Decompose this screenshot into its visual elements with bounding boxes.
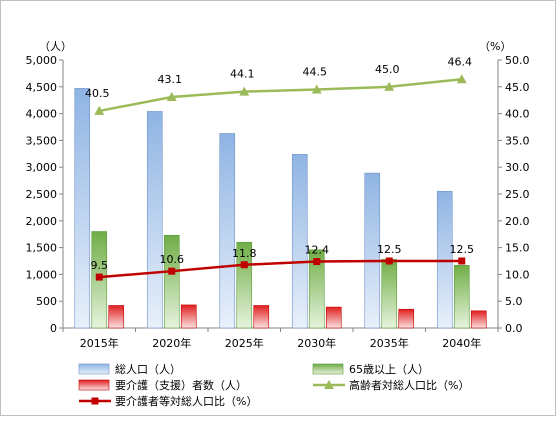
legend-swatch [312, 363, 344, 375]
left-tick-label: 4,000 [26, 108, 58, 121]
right-tick-label: 20.0 [505, 215, 530, 228]
line-marker-triangle [384, 81, 395, 91]
right-tick-label: 15.0 [505, 242, 530, 255]
left-axis-unit: （人） [39, 40, 72, 53]
line-marker-triangle [456, 74, 467, 84]
right-tick-label: 5.0 [505, 295, 523, 308]
legend-label: 要介護（支援）者数（人） [115, 378, 247, 392]
bar-0 [74, 88, 91, 329]
x-tick-label: 2020年 [152, 336, 191, 350]
line-marker-square [95, 273, 103, 281]
line-marker-triangle [311, 84, 322, 94]
right-tick-label: 10.0 [505, 268, 530, 281]
axes: （人） （%） 0 500 1,000 1,500 2,000 2,500 3,000 3,500… [26, 40, 530, 350]
right-tick-label: 30.0 [505, 161, 530, 174]
legend-swatch [78, 363, 110, 375]
data-label: 12.4 [305, 244, 330, 257]
bar-1 [308, 249, 325, 329]
left-tick-label: 3,500 [26, 134, 58, 147]
data-label: 10.6 [160, 253, 185, 266]
bar-0 [436, 191, 453, 329]
bar-0 [291, 154, 308, 329]
left-tick-label: 0 [50, 322, 57, 335]
right-tick-label: 50.0 [505, 54, 530, 67]
bar-0 [364, 172, 381, 329]
legend-marker-triangle [324, 380, 334, 389]
bar-1 [453, 264, 470, 329]
x-tick-label: 2030年 [297, 336, 336, 350]
left-tick-label: 2,500 [26, 188, 58, 201]
x-tick-label: 2015年 [80, 336, 119, 350]
left-tick-label: 1,500 [26, 242, 58, 255]
right-tick-label: 40.0 [505, 108, 530, 121]
data-label: 46.4 [448, 55, 473, 68]
line-series-0 [99, 78, 462, 113]
line-marker-triangle [239, 86, 250, 96]
legend-marker-square [91, 397, 99, 405]
left-tick-label: 5,000 [26, 54, 58, 67]
data-label: 11.8 [232, 247, 257, 260]
data-label: 9.5 [91, 259, 109, 272]
x-tick-label: 2035年 [370, 336, 409, 350]
left-tick-label: 500 [36, 295, 57, 308]
left-tick-label: 1,000 [26, 268, 58, 281]
legend-label: 65歳以上（人） [349, 363, 429, 376]
data-label: 12.5 [377, 243, 402, 256]
data-label: 44.1 [230, 68, 255, 81]
line-marker-square [458, 257, 466, 265]
bar-1 [163, 234, 180, 329]
bar-2 [253, 305, 270, 329]
bar-0 [219, 133, 236, 329]
data-labels: 40.5 43.1 44.1 44.5 45.0 46.4 9.5 10.6 11.8 12.4 1… [85, 55, 474, 272]
right-tick-label: 25.0 [505, 188, 530, 201]
left-tick-label: 4,500 [26, 81, 58, 94]
data-label: 44.5 [303, 65, 328, 78]
line-marker-square [385, 257, 393, 265]
legend-label: 総人口（人） [115, 362, 181, 376]
data-label: 45.0 [375, 63, 400, 76]
data-label: 43.1 [158, 73, 183, 86]
bar-2 [108, 305, 125, 329]
right-tick-label: 45.0 [505, 81, 530, 94]
bar-2 [180, 304, 197, 329]
right-tick-label: 0.0 [505, 322, 523, 335]
bar-2 [398, 308, 415, 329]
left-tick-label: 3,000 [26, 161, 58, 174]
right-tick-label: 35.0 [505, 134, 530, 147]
line-marker-square [168, 267, 176, 275]
right-axis-unit: （%） [479, 40, 511, 53]
bars [74, 88, 487, 329]
legend-label: 高齢者対総人口比（%） [349, 378, 469, 392]
bar-2 [470, 310, 487, 329]
line-marker-square [313, 258, 321, 266]
x-tick-label: 2040年 [442, 336, 481, 350]
bar-2 [325, 306, 342, 329]
x-tick-label: 2025年 [225, 336, 264, 350]
line-marker-triangle [166, 91, 177, 101]
legend: 総人口（人） 65歳以上（人） 要介護（支援）者数（人） 高齢者対総人口比（%） 要介護… [78, 362, 469, 408]
data-label: 40.5 [85, 87, 110, 100]
data-label: 12.5 [450, 243, 475, 256]
line-series-1 [99, 259, 462, 279]
legend-label: 要介護者等対総人口比（%） [115, 394, 257, 408]
line-marker-square [240, 261, 248, 269]
lines [94, 74, 467, 281]
left-tick-label: 2,000 [26, 215, 58, 228]
legend-swatch [78, 379, 110, 391]
bar-0 [146, 111, 163, 329]
bar-1 [381, 259, 398, 329]
line-marker-triangle [94, 105, 105, 115]
